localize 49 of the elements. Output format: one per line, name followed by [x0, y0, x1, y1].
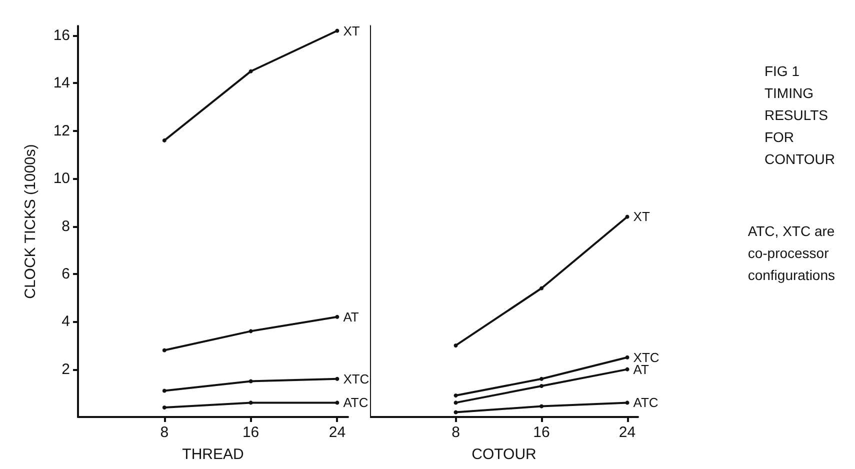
series-label: XTC	[343, 371, 370, 386]
series-label: AT	[343, 309, 359, 324]
series-label: XT	[343, 23, 360, 38]
point	[454, 410, 458, 414]
y-tick-label: 4	[62, 313, 70, 330]
point	[540, 286, 544, 290]
x-tick-label: 8	[160, 424, 169, 441]
point	[162, 388, 166, 393]
point	[454, 400, 458, 405]
y-tick-label: 10	[53, 170, 70, 188]
y-axis-title: CLOCK TICKS (1000s)	[22, 144, 39, 299]
point	[335, 376, 340, 381]
point	[540, 404, 544, 408]
y-tick-label: 16	[53, 27, 70, 44]
point	[625, 214, 630, 219]
point	[162, 138, 166, 142]
point	[454, 394, 458, 398]
point	[248, 400, 253, 405]
y-tick-label: 12	[53, 122, 70, 140]
point	[335, 314, 340, 319]
y-tick-label: 2	[62, 360, 70, 378]
series-label: ATC	[343, 395, 368, 410]
series-label: XT	[633, 209, 650, 224]
point	[454, 343, 458, 348]
x-tick-label: 16	[242, 424, 260, 441]
point	[625, 355, 630, 360]
point	[625, 367, 630, 372]
point	[335, 28, 340, 33]
point	[540, 384, 544, 388]
point	[248, 379, 253, 384]
x-tick-label: 8	[452, 424, 460, 441]
point	[248, 69, 253, 74]
point	[248, 329, 253, 334]
y-tick-label: 6	[62, 265, 70, 282]
point	[540, 376, 544, 381]
point	[335, 400, 340, 405]
point	[162, 348, 166, 352]
x-tick-label: 24	[618, 424, 636, 441]
caption: FIG 1 TIMING RESULTS FOR CONTOUR	[764, 63, 836, 167]
x-axis-title: COTOUR	[472, 446, 537, 463]
y-tick-label: 14	[53, 74, 70, 92]
point	[162, 405, 166, 410]
x-tick-label: 24	[328, 424, 346, 441]
y-tick-label: 8	[62, 218, 70, 235]
x-axis-title: THREAD	[182, 446, 244, 463]
series-label: ATC	[633, 395, 658, 410]
point	[625, 400, 630, 405]
text: ATC, XTC are co-processor configurations	[748, 223, 836, 283]
x-tick-label: 16	[533, 424, 550, 441]
